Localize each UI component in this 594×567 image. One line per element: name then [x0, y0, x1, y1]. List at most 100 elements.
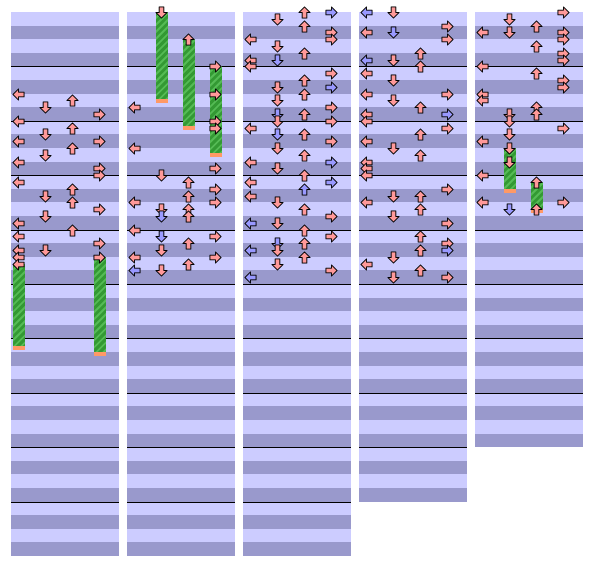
measure-line	[475, 284, 583, 285]
beat-band	[11, 230, 119, 243]
measure-line	[127, 121, 235, 122]
measure-line	[127, 284, 235, 285]
arrow-up-icon	[66, 94, 79, 107]
arrow-right-icon	[325, 156, 338, 169]
arrow-right-icon	[209, 230, 222, 243]
beat-band	[11, 202, 119, 216]
arrow-right-icon	[441, 108, 454, 121]
arrow-down-icon	[387, 6, 400, 19]
beat-band	[127, 39, 235, 53]
beat-band	[243, 53, 351, 66]
arrow-up-icon	[530, 176, 543, 189]
beat-band	[359, 107, 467, 121]
arrow-down-icon	[503, 203, 516, 216]
beat-band	[475, 257, 583, 270]
arrow-left-icon	[128, 142, 141, 155]
arrow-up-icon	[298, 20, 311, 33]
beat-band	[11, 502, 119, 515]
arrow-up-icon	[182, 33, 195, 46]
arrow-right-icon	[209, 162, 222, 175]
beat-band	[359, 202, 467, 216]
arrow-up-icon	[414, 230, 427, 243]
arrow-down-icon	[39, 244, 52, 257]
arrow-left-icon	[360, 169, 373, 182]
arrow-down-icon	[503, 128, 516, 141]
hold-body	[183, 39, 195, 131]
beat-band	[127, 420, 235, 434]
beat-band	[11, 406, 119, 420]
beat-band	[359, 379, 467, 393]
arrow-left-icon	[244, 122, 257, 135]
beat-band	[243, 434, 351, 447]
arrow-right-icon	[325, 67, 338, 80]
beat-band	[475, 420, 583, 434]
arrow-up-icon	[66, 183, 79, 196]
arrow-right-icon	[325, 210, 338, 223]
beat-band	[11, 148, 119, 162]
arrow-up-icon	[298, 237, 311, 250]
beat-band	[127, 53, 235, 66]
beat-band	[243, 216, 351, 230]
arrow-right-icon	[209, 251, 222, 264]
hold-body	[504, 161, 516, 193]
beat-band	[127, 202, 235, 216]
arrow-right-icon	[209, 183, 222, 196]
arrow-left-icon	[128, 224, 141, 237]
beat-band	[475, 26, 583, 39]
arrow-right-icon	[325, 6, 338, 19]
beat-band	[359, 338, 467, 352]
beat-band	[359, 434, 467, 447]
beat-band	[243, 515, 351, 529]
measure-line	[359, 175, 467, 176]
arrow-left-icon	[476, 169, 489, 182]
beat-band	[11, 216, 119, 230]
beat-band	[475, 270, 583, 284]
beat-band	[127, 121, 235, 134]
beat-band	[359, 53, 467, 66]
arrow-up-icon	[298, 149, 311, 162]
beat-band	[243, 189, 351, 202]
measure-line	[11, 66, 119, 67]
arrow-left-icon	[244, 217, 257, 230]
arrow-right-icon	[93, 251, 106, 264]
beat-band	[475, 12, 583, 26]
beat-band	[243, 366, 351, 379]
measure-line	[475, 66, 583, 67]
beat-band	[475, 434, 583, 447]
measure-line	[243, 121, 351, 122]
beat-band	[475, 393, 583, 406]
arrow-up-icon	[414, 149, 427, 162]
beat-band	[243, 121, 351, 134]
measure-line	[127, 393, 235, 394]
beat-band	[243, 529, 351, 542]
beat-band	[11, 420, 119, 434]
arrow-right-icon	[209, 60, 222, 73]
arrow-right-icon	[93, 237, 106, 250]
measure-line	[11, 502, 119, 503]
beat-band	[475, 134, 583, 148]
beat-band	[127, 189, 235, 202]
beat-band	[359, 352, 467, 366]
arrow-down-icon	[271, 94, 284, 107]
arrow-left-icon	[360, 6, 373, 19]
hold-body	[210, 66, 222, 158]
arrow-right-icon	[209, 196, 222, 209]
beat-band	[475, 94, 583, 107]
arrow-up-icon	[530, 40, 543, 53]
arrow-right-icon	[93, 108, 106, 121]
beat-band	[243, 420, 351, 434]
beat-band	[127, 447, 235, 461]
arrow-right-icon	[325, 33, 338, 46]
beat-band	[475, 379, 583, 393]
arrow-left-icon	[360, 26, 373, 39]
arrow-left-icon	[244, 244, 257, 257]
measure-line	[11, 447, 119, 448]
arrow-up-icon	[530, 203, 543, 216]
arrow-down-icon	[271, 162, 284, 175]
arrow-left-icon	[244, 271, 257, 284]
beat-band	[127, 352, 235, 366]
arrow-down-icon	[155, 264, 168, 277]
beat-band	[243, 542, 351, 556]
arrow-up-icon	[66, 196, 79, 209]
arrow-up-icon	[298, 203, 311, 216]
